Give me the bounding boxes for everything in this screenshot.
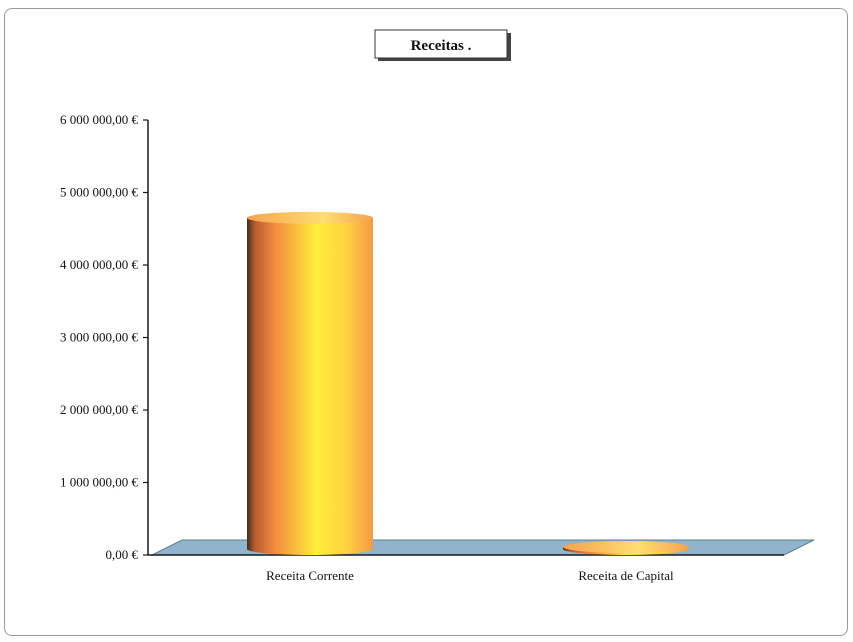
y-tick-label: 4 000 000,00 € bbox=[60, 257, 139, 272]
x-labels: Receita Corrente Receita de Capital bbox=[266, 568, 674, 583]
bar-cap bbox=[247, 211, 373, 224]
bar-body bbox=[247, 217, 373, 555]
x-category-label: Receita Corrente bbox=[266, 568, 354, 583]
y-tick-label: 3 000 000,00 € bbox=[60, 330, 139, 345]
y-tick-label: 6 000 000,00 € bbox=[60, 112, 139, 127]
bar-cap bbox=[563, 541, 689, 553]
x-category-label: Receita de Capital bbox=[578, 568, 674, 583]
y-ticks: 0,00 € 1 000 000,00 € 2 000 000,00 € 3 000 … bbox=[60, 112, 148, 562]
chart-title: Receitas . bbox=[411, 38, 472, 54]
bar-2 bbox=[563, 541, 689, 555]
y-tick-label: 0,00 € bbox=[106, 547, 139, 562]
y-tick-label: 2 000 000,00 € bbox=[60, 402, 139, 417]
bars bbox=[247, 211, 689, 555]
y-tick-label: 5 000 000,00 € bbox=[60, 185, 139, 200]
bar-1 bbox=[247, 211, 373, 555]
y-tick-label: 1 000 000,00 € bbox=[60, 475, 139, 490]
chart-frame bbox=[4, 8, 848, 636]
chart-title-box: Receitas . bbox=[374, 29, 511, 61]
